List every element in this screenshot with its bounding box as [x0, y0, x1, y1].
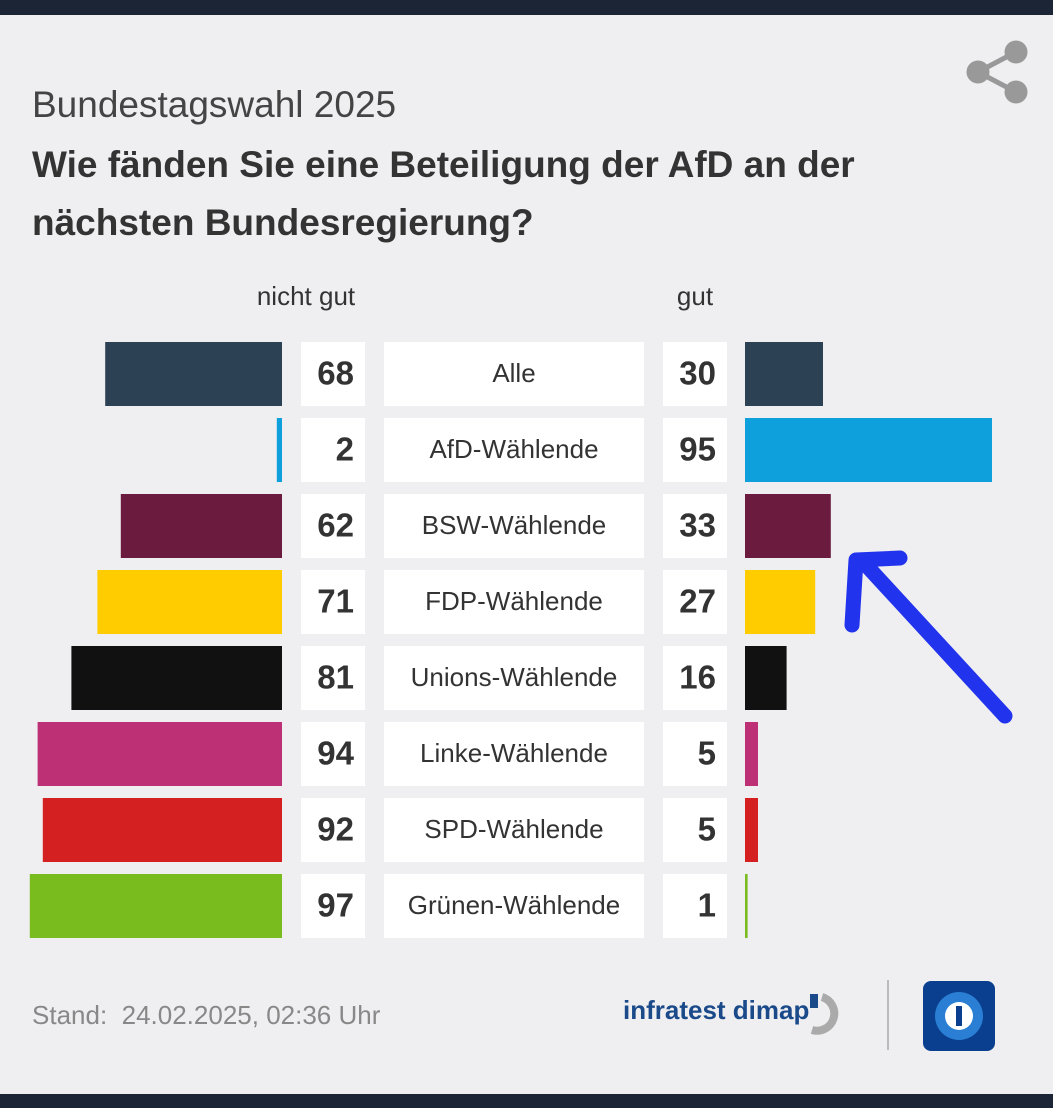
bottom-bar	[0, 1094, 1053, 1108]
value-label: 2	[336, 431, 354, 468]
value-box	[663, 570, 727, 634]
label-box	[384, 798, 644, 862]
bar-left	[37, 722, 282, 786]
category-label: Grünen-Wählende	[408, 890, 620, 920]
value-label: 68	[317, 355, 354, 392]
label-box	[384, 874, 644, 938]
value-label: 30	[679, 355, 716, 392]
value-box	[663, 342, 727, 406]
chart-title: Wie fänden Sie eine Beteiligung der AfD …	[32, 144, 855, 243]
value-label: 71	[317, 583, 354, 620]
bar-right	[745, 342, 823, 406]
value-box	[663, 646, 727, 710]
value-label: 27	[679, 583, 716, 620]
value-box	[663, 722, 727, 786]
value-box	[663, 798, 727, 862]
bar-right	[745, 874, 748, 938]
value-label: 92	[317, 811, 354, 848]
category-label: BSW-Wählende	[422, 510, 607, 540]
value-box	[663, 418, 727, 482]
category-label: Unions-Wählende	[411, 662, 618, 692]
bar-right	[745, 494, 831, 558]
annotation-arrow	[844, 550, 1013, 724]
bar-right	[745, 646, 787, 710]
value-box	[663, 494, 727, 558]
value-label: 5	[698, 811, 716, 848]
value-label: 33	[679, 507, 716, 544]
bar-left	[105, 342, 282, 406]
category-label: AfD-Wählende	[429, 434, 598, 464]
value-label: 62	[317, 507, 354, 544]
value-box	[301, 418, 365, 482]
bar-right	[745, 722, 758, 786]
broadcaster-logo	[923, 981, 995, 1051]
value-box	[301, 570, 365, 634]
right-header: gut	[677, 281, 714, 311]
bar-left	[71, 646, 283, 710]
source: infratest dimap	[623, 995, 809, 1025]
value-box	[301, 494, 365, 558]
value-box	[301, 798, 365, 862]
label-box	[384, 570, 644, 634]
category-label: Linke-Wählende	[420, 738, 608, 768]
share-icon[interactable]	[966, 40, 1028, 104]
bar-right	[745, 418, 992, 482]
bar-left	[120, 494, 282, 558]
value-label: 94	[317, 735, 354, 772]
left-header: nicht gut	[257, 281, 356, 311]
value-box	[301, 874, 365, 938]
bar-left	[97, 570, 283, 634]
category-label: FDP-Wählende	[425, 586, 603, 616]
value-label: 97	[317, 887, 354, 924]
category-label: Alle	[492, 358, 535, 388]
footer: Stand: 24.02.2025, 02:36 Uhr	[32, 1000, 381, 1030]
category-label: SPD-Wählende	[424, 814, 603, 844]
value-box	[301, 342, 365, 406]
source-logo	[810, 993, 839, 1035]
bar-left	[29, 874, 282, 938]
value-label: 16	[679, 659, 716, 696]
value-box	[301, 722, 365, 786]
label-box	[384, 646, 644, 710]
top-bar	[0, 0, 1053, 15]
value-label: 81	[317, 659, 354, 696]
value-box	[663, 874, 727, 938]
label-box	[384, 722, 644, 786]
label-box	[384, 418, 644, 482]
label-box	[384, 342, 644, 406]
label-box	[384, 494, 644, 558]
bar-right	[745, 798, 758, 862]
value-label: 1	[698, 887, 716, 924]
value-box	[301, 646, 365, 710]
bar-left	[42, 798, 282, 862]
value-label: 5	[698, 735, 716, 772]
chart-subtitle: Bundestagswahl 2025	[32, 84, 397, 125]
value-label: 95	[679, 431, 716, 468]
bar-left	[276, 418, 282, 482]
bar-right	[745, 570, 816, 634]
